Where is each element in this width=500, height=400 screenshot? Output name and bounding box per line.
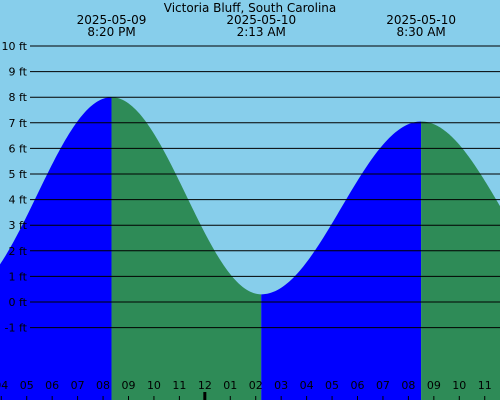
chart-title: Victoria Bluff, South Carolina [164,1,337,15]
y-tick-label: 9 ft [9,66,28,79]
extreme-time-label: 2:13 AM [237,25,286,39]
y-tick-label: 10 ft [2,40,28,53]
extreme-date-label: 2025-05-09 [77,13,147,27]
x-tick-label: 05 [325,379,339,392]
falling-tide-area [111,97,262,400]
x-tick-label: 12 [198,379,212,392]
rising-tide-area [261,121,422,400]
x-tick-label: 09 [427,379,441,392]
x-tick-label: 02 [249,379,263,392]
x-tick-label: 09 [121,379,135,392]
x-tick-label: 04 [300,379,314,392]
y-tick-label: 4 ft [9,194,28,207]
y-tick-label: 7 ft [9,117,28,130]
x-tick-label: 11 [478,379,492,392]
y-tick-label: 0 ft [9,296,28,309]
extreme-time-label: 8:20 PM [87,25,135,39]
y-tick-label: -1 ft [5,322,28,335]
y-tick-label: 8 ft [9,91,28,104]
x-tick-label: 07 [376,379,390,392]
x-tick-label: 10 [452,379,466,392]
y-tick-label: 1 ft [9,270,28,283]
y-tick-label: 6 ft [9,142,28,155]
y-axis-labels: 10 ft 9 ft 8 ft 7 ft 6 ft 5 ft 4 ft 3 ft 2 ft 1 f… [2,40,28,335]
x-tick-label: 01 [223,379,237,392]
x-tick-label: 10 [147,379,161,392]
gridlines [30,45,500,329]
x-tick-label: 08 [96,379,110,392]
x-axis-labels: 04 05 06 07 08 09 10 11 12 01 02 03 04 05 06 07 08 09 10 11 [0,379,492,392]
x-tick-label: 03 [274,379,288,392]
rising-tide-area [0,97,112,400]
x-tick-label: 08 [401,379,415,392]
x-tick-label: 06 [45,379,59,392]
y-tick-label: 3 ft [9,219,28,232]
y-tick-label: 2 ft [9,245,28,258]
x-tick-label: 04 [0,379,8,392]
y-tick-label: 5 ft [9,168,28,181]
x-tick-label: 06 [351,379,365,392]
x-tick-label: 07 [71,379,85,392]
x-tick-label: 05 [20,379,34,392]
x-tick-label: 11 [172,379,186,392]
extreme-time-label: 8:30 AM [396,25,445,39]
x-axis-ticks [0,392,486,400]
falling-tide-area [421,121,500,400]
tide-areas [0,97,500,400]
extreme-date-label: 2025-05-10 [226,13,296,27]
extreme-date-label: 2025-05-10 [386,13,456,27]
